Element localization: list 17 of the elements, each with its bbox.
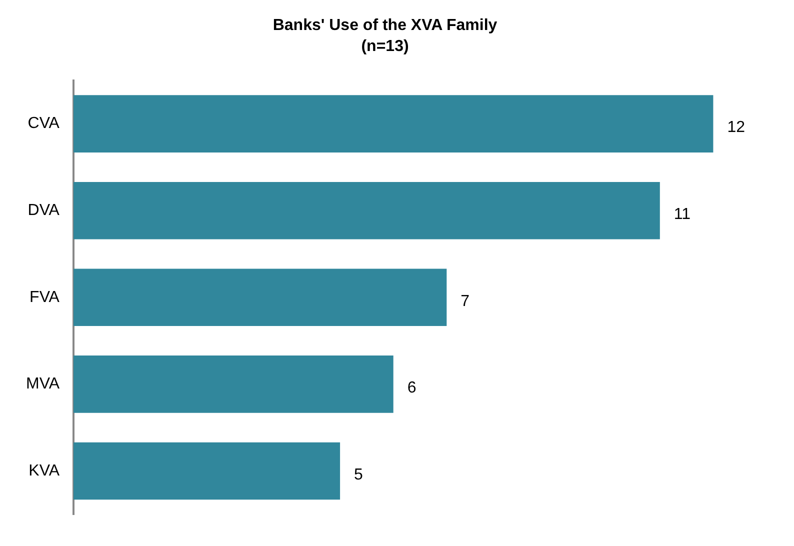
y-tick-label: MVA [26, 376, 60, 393]
data-label: 7 [460, 292, 470, 310]
chart-title: Banks' Use of the XVA Family [272, 17, 498, 34]
data-label: 5 [354, 466, 364, 484]
bar [73, 356, 394, 413]
bar [73, 268, 447, 326]
data-label: 12 [727, 119, 746, 136]
bar [73, 182, 660, 240]
y-tick-label: DVA [28, 202, 60, 220]
bar [73, 95, 714, 152]
bar [73, 442, 340, 500]
y-tick-label: KVA [28, 462, 60, 480]
y-tick-label: CVA [28, 115, 60, 132]
chart-subtitle: (n=13) [361, 38, 409, 56]
data-label: 11 [674, 206, 691, 224]
y-tick-label: FVA [30, 288, 60, 306]
data-label: 6 [407, 380, 416, 397]
